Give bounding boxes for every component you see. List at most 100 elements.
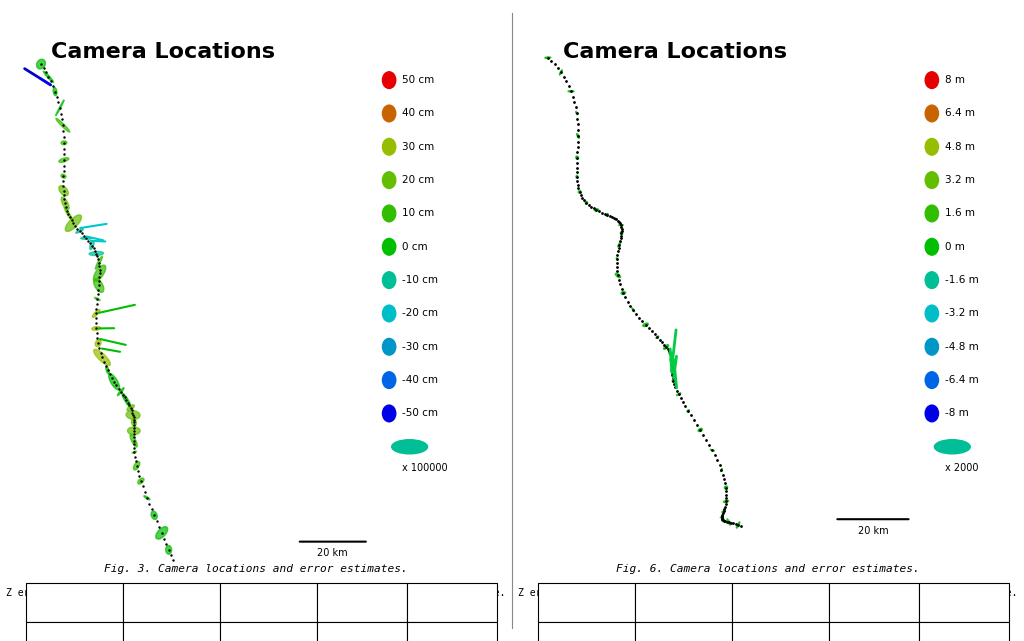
Text: -20 cm: -20 cm <box>401 308 438 319</box>
Ellipse shape <box>575 156 579 159</box>
Ellipse shape <box>606 213 608 216</box>
Ellipse shape <box>671 369 673 372</box>
Text: Z error (cm): Z error (cm) <box>237 598 301 607</box>
Ellipse shape <box>643 323 648 326</box>
Ellipse shape <box>53 87 57 96</box>
Ellipse shape <box>92 310 100 317</box>
Text: 0.642246: 0.642246 <box>151 637 193 641</box>
Ellipse shape <box>687 410 689 412</box>
Circle shape <box>926 172 938 188</box>
Text: 0.646979: 0.646979 <box>565 637 607 641</box>
Text: 40 cm: 40 cm <box>401 108 434 119</box>
Ellipse shape <box>76 229 83 233</box>
Ellipse shape <box>585 201 588 204</box>
Ellipse shape <box>594 209 599 211</box>
Text: Camera Locations: Camera Locations <box>563 42 787 62</box>
Text: -50 cm: -50 cm <box>401 408 438 419</box>
Ellipse shape <box>95 256 102 269</box>
Text: Estimated camera locations are marked with a black dot.: Estimated camera locations are marked wi… <box>94 613 418 623</box>
Ellipse shape <box>118 388 124 395</box>
Ellipse shape <box>93 349 111 365</box>
Ellipse shape <box>93 278 103 292</box>
Text: XY error (m): XY error (m) <box>842 598 906 607</box>
Ellipse shape <box>934 440 970 454</box>
Text: Y error (cm): Y error (cm) <box>139 598 204 607</box>
Ellipse shape <box>670 359 674 365</box>
Text: Camera Locations: Camera Locations <box>51 42 275 62</box>
FancyBboxPatch shape <box>317 583 408 622</box>
Circle shape <box>383 238 395 255</box>
Text: Z error is represented by ellipse color. X,Y errors are represented by ellipse s: Z error is represented by ellipse color.… <box>6 588 506 599</box>
Circle shape <box>926 72 938 88</box>
Circle shape <box>383 172 395 188</box>
Ellipse shape <box>56 119 70 132</box>
Circle shape <box>926 272 938 288</box>
FancyBboxPatch shape <box>123 583 220 622</box>
Circle shape <box>926 138 938 155</box>
Text: 20 cm: 20 cm <box>401 175 434 185</box>
Ellipse shape <box>617 242 621 247</box>
Ellipse shape <box>105 367 110 374</box>
Text: 3.2 m: 3.2 m <box>944 175 975 185</box>
Ellipse shape <box>632 308 635 312</box>
Ellipse shape <box>722 510 725 512</box>
Ellipse shape <box>128 427 140 435</box>
Ellipse shape <box>575 176 578 178</box>
Ellipse shape <box>132 451 136 453</box>
Text: 30 cm: 30 cm <box>401 142 434 152</box>
Ellipse shape <box>43 71 53 83</box>
Text: Fig. 3. Camera locations and error estimates.: Fig. 3. Camera locations and error estim… <box>104 564 408 574</box>
Text: -3.2 m: -3.2 m <box>944 308 978 319</box>
Ellipse shape <box>94 297 100 301</box>
Text: x 100000: x 100000 <box>401 463 447 473</box>
Text: -10 cm: -10 cm <box>401 275 438 285</box>
Text: 1.70576: 1.70576 <box>343 637 381 641</box>
Text: 0.728914: 0.728914 <box>663 637 705 641</box>
Ellipse shape <box>727 519 730 525</box>
Ellipse shape <box>622 292 626 294</box>
Text: 4.8 m: 4.8 m <box>944 142 975 152</box>
Ellipse shape <box>711 449 715 451</box>
Text: -1.6 m: -1.6 m <box>944 275 978 285</box>
FancyBboxPatch shape <box>829 583 920 622</box>
FancyBboxPatch shape <box>635 622 732 641</box>
Circle shape <box>926 338 938 355</box>
Ellipse shape <box>568 90 574 92</box>
FancyBboxPatch shape <box>732 583 829 622</box>
Ellipse shape <box>721 469 722 472</box>
Text: -30 cm: -30 cm <box>401 342 438 352</box>
Text: 10 cm: 10 cm <box>401 208 434 219</box>
Text: 6.11189: 6.11189 <box>250 637 288 641</box>
Ellipse shape <box>621 232 623 235</box>
Ellipse shape <box>61 141 67 145</box>
Text: 6.4 m: 6.4 m <box>944 108 975 119</box>
Text: 1.6 m: 1.6 m <box>944 208 975 219</box>
Ellipse shape <box>93 265 105 281</box>
FancyBboxPatch shape <box>538 622 635 641</box>
Text: X error (cm): X error (cm) <box>42 598 106 607</box>
Ellipse shape <box>122 394 131 407</box>
Circle shape <box>383 305 395 322</box>
Ellipse shape <box>92 326 100 330</box>
Text: 0.974627: 0.974627 <box>853 637 896 641</box>
Ellipse shape <box>166 545 172 554</box>
Text: XY error (cm): XY error (cm) <box>328 598 397 607</box>
Circle shape <box>926 105 938 122</box>
Ellipse shape <box>137 478 144 484</box>
Text: -6.4 m: -6.4 m <box>944 375 978 385</box>
Text: Y error (m): Y error (m) <box>654 598 713 607</box>
Text: Total error (m): Total error (m) <box>924 598 1005 607</box>
Ellipse shape <box>391 440 428 454</box>
Ellipse shape <box>577 133 580 138</box>
Circle shape <box>383 205 395 222</box>
Ellipse shape <box>61 197 69 210</box>
Ellipse shape <box>559 70 562 75</box>
Ellipse shape <box>133 462 140 470</box>
Ellipse shape <box>575 112 578 115</box>
Circle shape <box>383 105 395 122</box>
Ellipse shape <box>724 486 728 489</box>
Ellipse shape <box>81 237 91 240</box>
Ellipse shape <box>618 225 624 226</box>
Ellipse shape <box>130 434 137 447</box>
Circle shape <box>926 205 938 222</box>
